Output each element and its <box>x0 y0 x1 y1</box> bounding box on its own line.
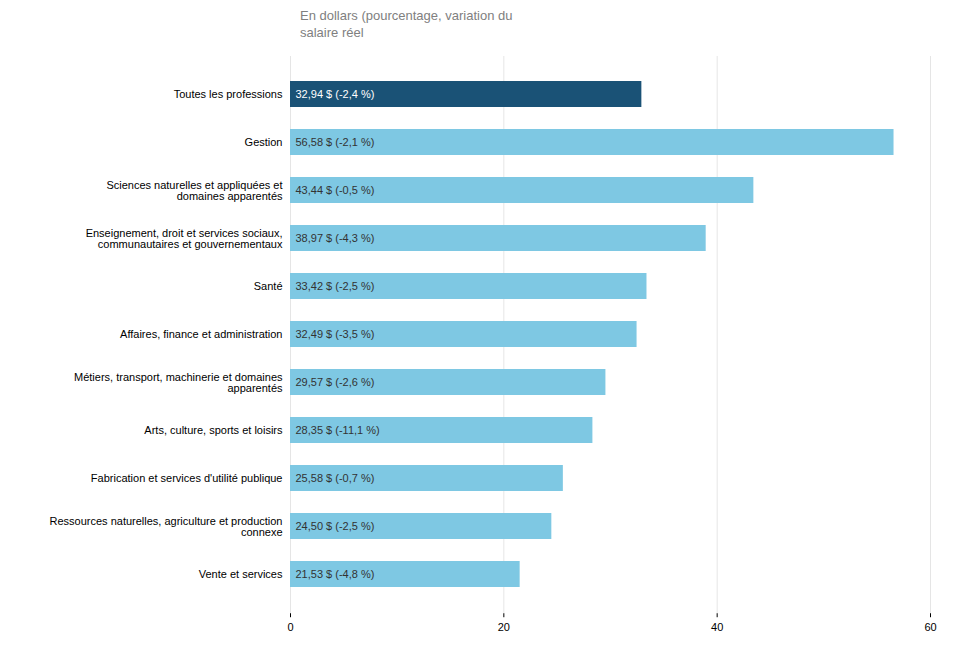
svg-text:25,58 $ (-0,7 %): 25,58 $ (-0,7 %) <box>296 472 375 484</box>
svg-text:21,53 $ (-4,8 %): 21,53 $ (-4,8 %) <box>296 568 375 580</box>
svg-text:Affaires, finance et administr: Affaires, finance et administration <box>120 328 282 340</box>
svg-text:0: 0 <box>287 620 293 632</box>
svg-text:Métiers, transport, machinerie: Métiers, transport, machinerie et domain… <box>74 370 283 393</box>
svg-text:38,97 $ (-4,3 %): 38,97 $ (-4,3 %) <box>296 232 375 244</box>
svg-text:40: 40 <box>711 620 723 632</box>
svg-text:60: 60 <box>924 620 936 632</box>
svg-text:32,94 $ (-2,4 %): 32,94 $ (-2,4 %) <box>296 88 375 100</box>
svg-text:Sciences naturelles et appliqu: Sciences naturelles et appliquées etdoma… <box>106 178 283 201</box>
svg-text:Santé: Santé <box>254 280 283 292</box>
html-text:En dollars (pourcentage, varia: En dollars (pourcentage, variation du sa… <box>300 8 513 40</box>
svg-text:Arts, culture, sports et loisi: Arts, culture, sports et loisirs <box>144 424 283 436</box>
svg-text:Toutes les professions: Toutes les professions <box>174 88 283 100</box>
svg-text:20: 20 <box>498 620 510 632</box>
svg-text:Vente et services: Vente et services <box>199 568 283 580</box>
svg-text:Fabrication et services d'util: Fabrication et services d'utilité publiq… <box>91 472 283 484</box>
svg-text:33,42 $ (-2,5 %): 33,42 $ (-2,5 %) <box>296 280 375 292</box>
svg-text:24,50 $ (-2,5 %): 24,50 $ (-2,5 %) <box>296 520 375 532</box>
svg-text:29,57 $ (-2,6 %): 29,57 $ (-2,6 %) <box>296 376 375 388</box>
svg-text:43,44 $ (-0,5 %): 43,44 $ (-0,5 %) <box>296 184 375 196</box>
svg-text:Gestion: Gestion <box>245 136 283 148</box>
svg-text:28,35 $ (-11,1 %): 28,35 $ (-11,1 %) <box>296 424 380 436</box>
svg-text:Enseignement, droit et service: Enseignement, droit et services sociaux,… <box>86 226 283 249</box>
svg-text:Ressources naturelles, agricul: Ressources naturelles, agriculture et pr… <box>50 514 283 537</box>
svg-text:56,58 $ (-2,1 %): 56,58 $ (-2,1 %) <box>296 136 375 148</box>
svg-text:32,49 $ (-3,5 %): 32,49 $ (-3,5 %) <box>296 328 375 340</box>
